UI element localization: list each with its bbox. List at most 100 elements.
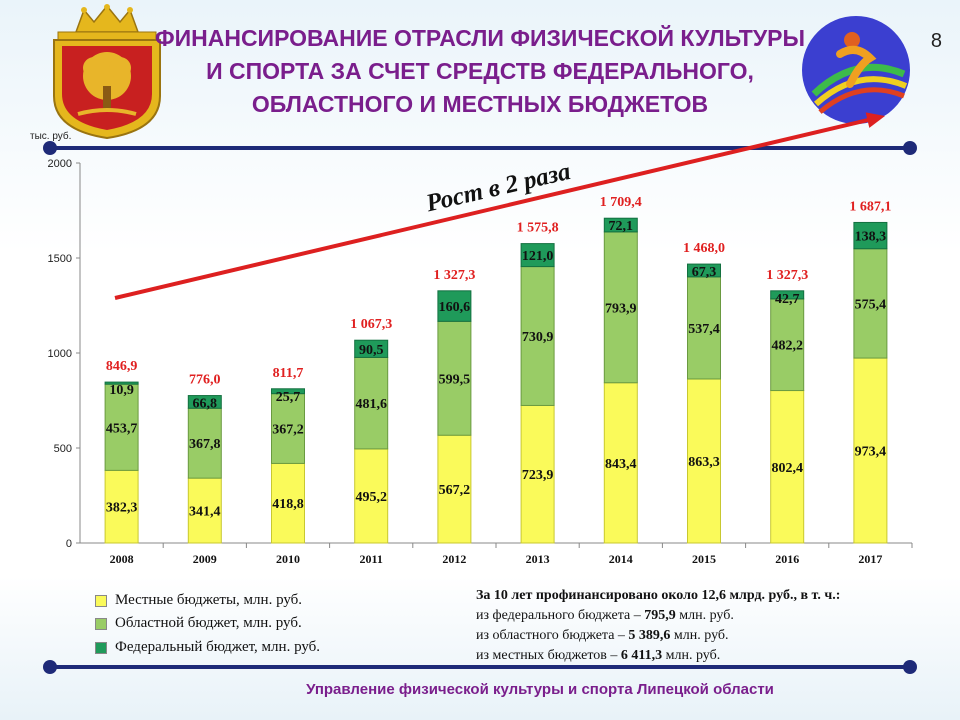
legend-label-regional: Областной бюджет, млн. руб.	[115, 615, 302, 631]
summary-regional-value: 5 389,6	[628, 628, 671, 643]
bar-segment-federal	[104, 381, 139, 385]
x-tick-label: 2014	[609, 552, 633, 566]
bar-segment-regional	[687, 276, 721, 380]
x-tick-label: 2013	[526, 552, 550, 566]
total-label: 1 709,4	[600, 195, 642, 210]
bar-segment-local	[603, 382, 638, 544]
data-label-federal: 42,7	[775, 292, 800, 307]
data-label-local: 973,4	[855, 445, 887, 460]
summary-regional-suffix: млн. руб.	[670, 628, 729, 643]
x-tick-label: 2015	[692, 552, 716, 566]
y-tick-label: 2000	[48, 158, 72, 170]
bottom-rule-left-dot	[43, 660, 57, 674]
summary-regional-prefix: из областного бюджета –	[476, 628, 629, 643]
data-label-federal: 90,5	[359, 343, 384, 358]
total-label: 1 575,8	[517, 221, 559, 236]
sport-logo-icon	[800, 14, 912, 126]
title-line-3: ОБЛАСТНОГО И МЕСТНЫХ БЮДЖЕТОВ	[251, 91, 709, 117]
bar-segment-local	[853, 357, 888, 544]
legend-swatch-federal	[95, 641, 107, 654]
data-label-regional: 367,8	[189, 437, 221, 452]
data-label-federal: 121,0	[522, 249, 554, 264]
x-tick-label: 2012	[442, 552, 466, 566]
bar-segment-local	[520, 404, 555, 544]
data-label-regional: 367,2	[272, 423, 304, 438]
data-label-local: 341,4	[189, 505, 221, 520]
summary-federal-prefix: из федерального бюджета –	[476, 608, 645, 623]
legend-item-regional: Областной бюджет, млн. руб.	[95, 614, 302, 632]
bar-segment-federal	[603, 217, 638, 233]
bar-segment-regional	[603, 231, 638, 384]
bar-segment-regional	[354, 356, 389, 450]
legend-swatch-regional	[95, 617, 107, 630]
legend-label-federal: Федеральный бюджет, млн. руб.	[115, 639, 321, 655]
y-tick-label: 500	[54, 443, 72, 455]
summary-federal-suffix: млн. руб.	[675, 608, 734, 623]
summary-local-value: 6 411,3	[620, 648, 663, 663]
x-tick-label: 2017	[858, 552, 882, 566]
bar-segment-regional	[187, 407, 222, 479]
bar-segment-local	[104, 469, 139, 544]
total-label: 846,9	[106, 359, 138, 374]
bar-segment-local	[354, 448, 389, 544]
data-label-local: 567,2	[439, 483, 471, 498]
bar-segment-regional	[770, 298, 805, 392]
total-label: 1 327,3	[433, 268, 475, 283]
title-line-1: ФИНАНСИРОВАНИЕ ОТРАСЛИ ФИЗИЧЕСКОЙ КУЛЬТУ…	[154, 25, 806, 51]
total-label: 776,0	[189, 373, 221, 388]
data-label-local: 723,9	[522, 468, 554, 483]
x-tick-label: 2011	[360, 552, 383, 566]
bar-segment-regional	[271, 393, 305, 464]
bar-segment-federal	[687, 263, 721, 278]
growth-arrow-head	[865, 112, 885, 128]
legend-item-federal: Федеральный бюджет, млн. руб.	[95, 638, 320, 656]
page-title: ФИНАНСИРОВАНИЕ ОТРАСЛИ ФИЗИЧЕСКОЙ КУЛЬТУ…	[150, 22, 810, 121]
data-label-regional: 481,6	[355, 397, 387, 412]
bar-segment-regional	[520, 266, 555, 406]
data-label-federal: 138,3	[855, 230, 887, 245]
total-label: 1 067,3	[350, 317, 392, 332]
data-label-regional: 793,9	[605, 301, 637, 316]
growth-arrow-line	[114, 117, 872, 300]
x-tick-label: 2016	[775, 552, 799, 566]
data-label-local: 418,8	[272, 497, 304, 512]
footer-text: Управление физической культуры и спорта …	[306, 681, 774, 698]
bar-segment-federal	[271, 388, 305, 395]
summary-block: За 10 лет профинансировано около 12,6 мл…	[476, 586, 840, 666]
total-label: 1 327,3	[766, 268, 808, 283]
top-rule-right-dot	[903, 141, 917, 155]
legend-item-local: Местные бюджеты, млн. руб.	[95, 591, 302, 609]
bar-segment-local	[687, 378, 721, 544]
bar-segment-federal	[354, 339, 389, 358]
bar-segment-federal	[770, 290, 805, 300]
data-label-local: 843,4	[605, 457, 637, 472]
data-label-regional: 482,2	[771, 339, 803, 354]
data-label-regional: 537,4	[688, 322, 720, 337]
data-label-federal: 67,3	[692, 265, 717, 280]
bar-segment-federal	[437, 290, 472, 322]
data-label-local: 382,3	[106, 501, 138, 516]
data-label-local: 863,3	[688, 455, 720, 470]
top-rule-left-dot	[43, 141, 57, 155]
total-label: 1 468,0	[683, 241, 725, 256]
data-label-regional: 599,5	[439, 372, 471, 387]
data-label-federal: 72,1	[609, 219, 634, 234]
slide-number: 8	[930, 30, 942, 52]
data-label-local: 802,4	[771, 461, 803, 476]
data-label-federal: 10,9	[109, 383, 134, 398]
title-line-2: И СПОРТА ЗА СЧЕТ СРЕДСТВ ФЕДЕРАЛЬНОГО,	[206, 58, 754, 84]
data-label-regional: 453,7	[106, 421, 138, 436]
x-tick-label: 2008	[110, 552, 134, 566]
bar-segment-regional	[104, 383, 139, 471]
bar-segment-regional	[437, 320, 472, 436]
y-tick-label: 1000	[48, 348, 72, 360]
bar-segment-local	[770, 390, 805, 544]
data-label-federal: 25,7	[276, 390, 301, 405]
summary-local-prefix: из местных бюджетов –	[476, 648, 621, 663]
data-label-local: 495,2	[355, 490, 387, 505]
legend-label-local: Местные бюджеты, млн. руб.	[115, 592, 303, 608]
bar-segment-federal	[853, 221, 888, 250]
data-label-regional: 575,4	[855, 297, 887, 312]
coat-of-arms-icon	[48, 4, 166, 140]
